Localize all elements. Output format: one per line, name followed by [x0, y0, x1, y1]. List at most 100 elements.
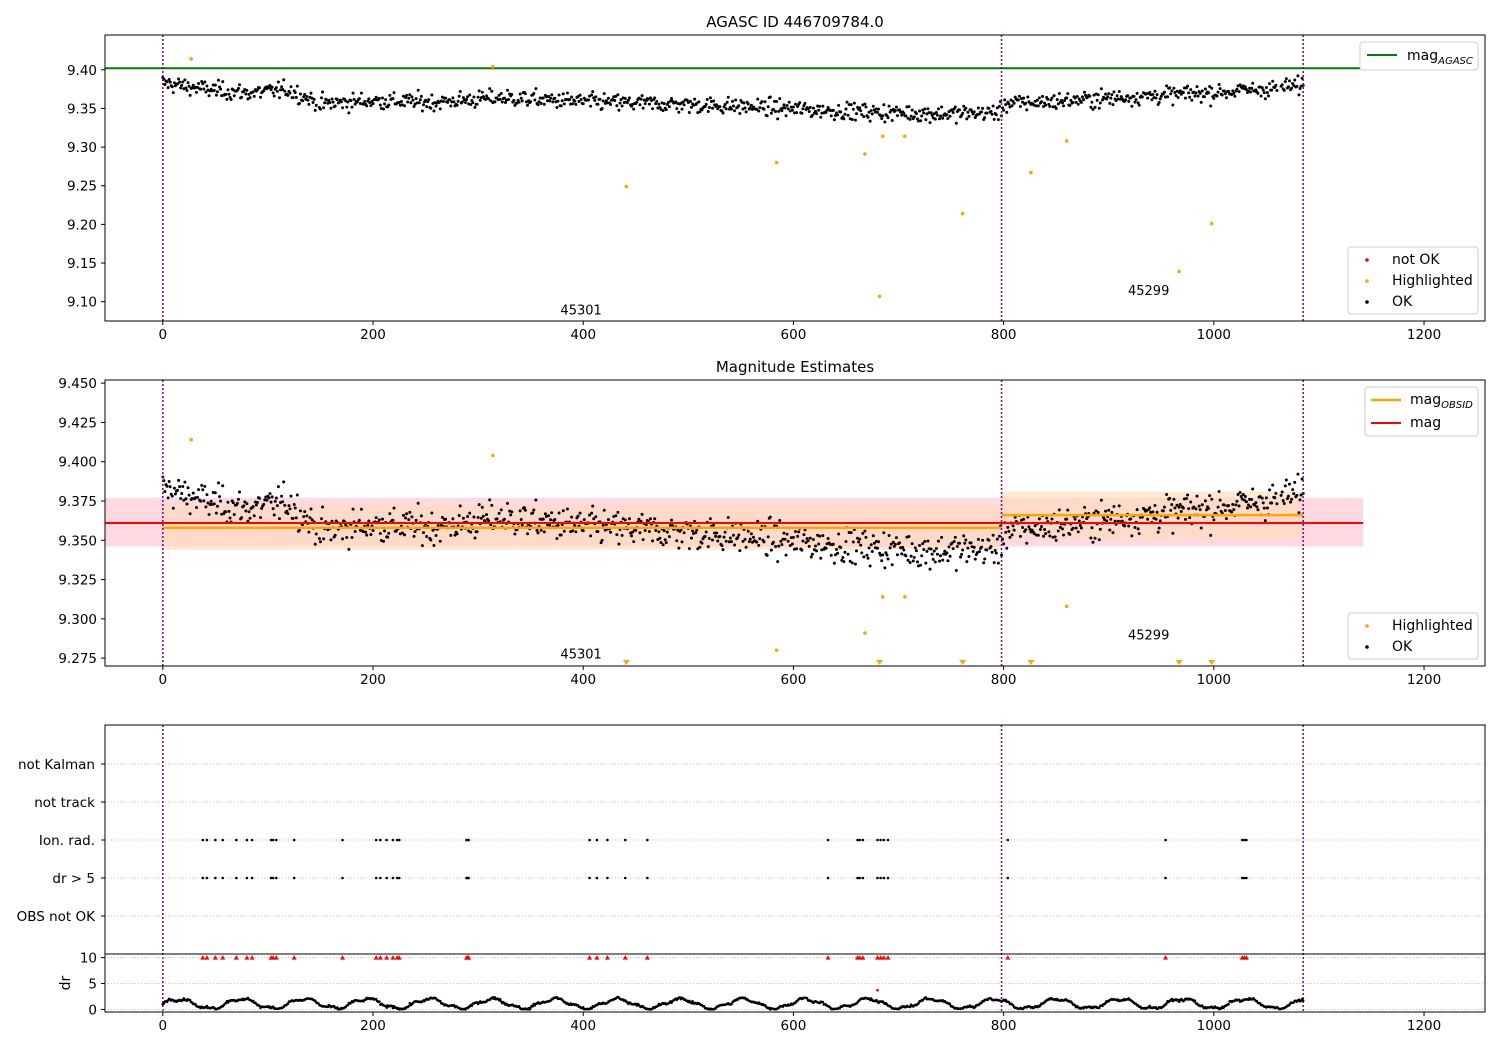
ok-point [1166, 95, 1170, 99]
ok-point [549, 96, 553, 100]
ok-point [1189, 88, 1193, 92]
ok-point [1075, 94, 1079, 98]
ok-point [602, 92, 606, 96]
ok-point [1210, 86, 1214, 90]
ok-point [810, 552, 814, 556]
flag-event-marker [385, 838, 388, 842]
flag-event-marker [201, 838, 205, 842]
ok-point [781, 106, 785, 110]
ok-point [444, 517, 448, 521]
ok-point [859, 109, 863, 113]
agasc-xtick-label: 1200 [1407, 327, 1441, 343]
ok-point [769, 548, 773, 552]
ok-point [271, 91, 275, 95]
ok-point [571, 529, 575, 533]
ok-point [1154, 517, 1158, 521]
ok-point [704, 102, 708, 106]
ok-point [1050, 96, 1054, 100]
ok-point [1148, 90, 1152, 94]
ok-point [448, 98, 452, 102]
highlighted-point [960, 211, 965, 216]
legend-status: Highlighted OK [1347, 612, 1479, 660]
magnitude-xtick-label: 400 [570, 672, 596, 688]
ok-point [733, 109, 737, 113]
ok-point [357, 518, 361, 522]
ok-point [867, 546, 871, 550]
ok-point [573, 99, 577, 103]
flag-event-marker [856, 876, 859, 880]
ok-point [421, 531, 425, 535]
ok-point [948, 554, 952, 558]
ok-point [829, 553, 833, 557]
ok-point [305, 514, 309, 518]
ok-point [183, 78, 187, 82]
ok-point [1194, 507, 1198, 511]
ok-point [661, 543, 665, 547]
ok-point [1265, 506, 1269, 510]
dr-point [908, 1005, 912, 1009]
ok-point [620, 533, 624, 537]
ok-point [619, 98, 623, 102]
ok-point [847, 103, 851, 107]
ok-point [203, 484, 207, 488]
ok-point [275, 89, 279, 93]
ok-point [1133, 526, 1137, 530]
dr-ytick-label: 10 [80, 951, 97, 967]
ok-point [1110, 93, 1114, 97]
ok-point [456, 99, 460, 103]
ok-point [1260, 496, 1264, 500]
ok-point [818, 104, 822, 108]
ok-point [1241, 492, 1245, 496]
dr-clipped-marker [233, 955, 239, 960]
ok-point [177, 478, 181, 482]
magnitude-panel-frame [104, 379, 1486, 667]
ok-point [614, 94, 618, 98]
highlighted-point [624, 184, 629, 189]
flag-event-marker [1240, 876, 1244, 880]
ok-point [631, 530, 635, 534]
ok-point [286, 512, 290, 516]
ok-point [849, 531, 853, 535]
ok-point [787, 100, 791, 104]
ok-point [906, 558, 910, 562]
ok-point [180, 83, 184, 87]
ok-point [750, 540, 754, 544]
ok-point [1179, 92, 1183, 96]
ok-point [1168, 496, 1172, 500]
ok-point [186, 486, 190, 490]
ok-point [506, 501, 510, 505]
ok-point [912, 115, 916, 119]
ok-point [1004, 103, 1008, 107]
ok-point [738, 111, 742, 115]
ok-point [901, 545, 905, 549]
ok-point [909, 554, 913, 558]
ok-point [647, 529, 651, 533]
ok-point [785, 532, 789, 536]
ok-point [682, 531, 686, 535]
ok-point [977, 550, 981, 554]
ok-point [378, 103, 382, 107]
ok-point [581, 529, 585, 533]
legend-label-ok: OK [1392, 639, 1413, 655]
ok-point [1083, 90, 1087, 94]
ok-point [199, 499, 203, 503]
agasc-xtick-label: 800 [991, 327, 1017, 343]
ok-point [898, 108, 902, 112]
ok-point [499, 508, 503, 512]
ok-point [172, 81, 176, 85]
flag-event-marker [646, 876, 649, 880]
ok-point [270, 495, 274, 499]
ok-point [766, 105, 770, 109]
ok-point [1218, 87, 1222, 91]
ok-point [710, 106, 714, 110]
dr-point [730, 1002, 733, 1006]
ok-point [1052, 94, 1056, 98]
ok-point [1207, 91, 1211, 95]
ok-point [842, 560, 846, 564]
ok-point [425, 105, 429, 109]
ok-point [1043, 527, 1047, 531]
ok-point [518, 92, 522, 96]
ok-point [318, 107, 322, 111]
ok-point [794, 530, 798, 534]
ok-point [748, 537, 752, 541]
